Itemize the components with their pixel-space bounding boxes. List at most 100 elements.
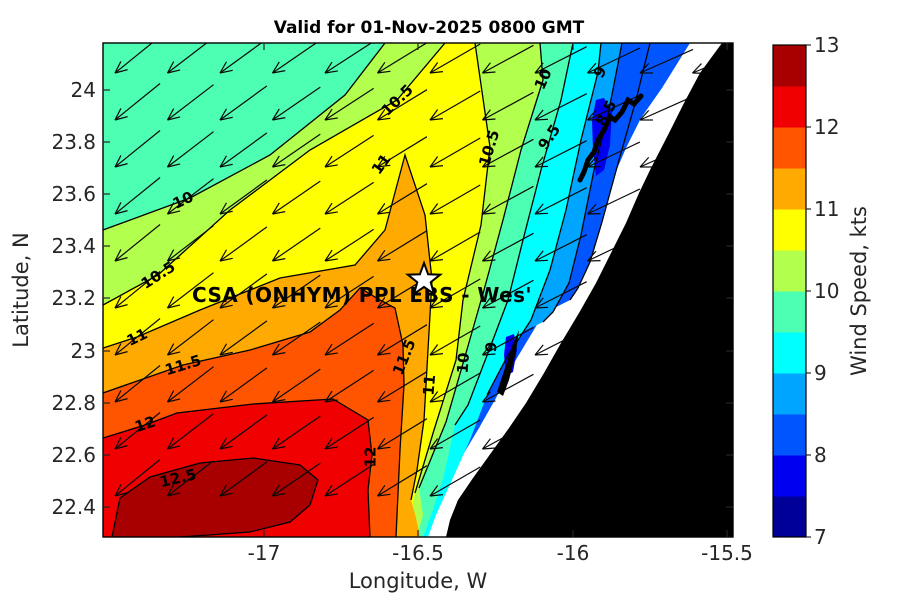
wind-arrow [429, 231, 481, 262]
colorbar [773, 45, 806, 538]
wind-arrow [377, 183, 428, 215]
colorbar-cell [773, 168, 806, 210]
colorbar-cell [773, 127, 806, 169]
wind-arrow [271, 133, 321, 168]
wind-arrow [534, 140, 587, 168]
y-tick-label: 23.4 [51, 234, 96, 258]
wind-arrow [166, 178, 214, 215]
wind-arrow [219, 226, 268, 262]
wind-arrow [219, 461, 268, 497]
wind-arrow [482, 373, 534, 403]
wind-arrow [166, 460, 214, 497]
wind-arrow [324, 181, 374, 215]
contour-label: 11 [419, 374, 439, 396]
axis-ticks [103, 43, 733, 537]
colorbar-cell [773, 455, 806, 497]
wind-arrow [587, 141, 641, 168]
wind-arrow [482, 138, 534, 168]
wind-arrow [271, 43, 318, 74]
colorbar-cell [773, 373, 806, 415]
wind-arrow [114, 224, 161, 262]
wind-arrow [271, 180, 321, 215]
wind-arrow [482, 91, 534, 121]
plot-title: Valid for 01-Nov-2025 0800 GMT [274, 18, 585, 38]
wind-arrow [377, 465, 428, 497]
wind-arrow [482, 44, 534, 74]
wind-arrow [271, 415, 321, 450]
wind-arrow [377, 43, 428, 74]
wind-arrow [534, 187, 587, 215]
colorbar-cell [773, 250, 806, 292]
wind-arrow [166, 131, 214, 168]
wind-arrow [639, 95, 694, 121]
wind-arrow [166, 225, 214, 262]
wind-arrow [271, 86, 321, 121]
x-tick-label: -17 [248, 541, 281, 565]
wind-arrow [219, 85, 268, 121]
wind-arrow [429, 419, 481, 450]
wind-arrow [219, 179, 268, 215]
wind-arrow [114, 83, 161, 121]
colorbar-cell [773, 45, 806, 87]
wind-arrow [587, 47, 641, 74]
wind-arrow [114, 271, 161, 309]
wind-arrow [166, 413, 214, 450]
y-tick-label: 22.4 [51, 495, 96, 519]
contour-label: 9 [482, 341, 501, 353]
wind-arrow [482, 326, 534, 356]
colorbar-cell [773, 291, 806, 333]
contour-band-10-10p5-left [103, 43, 445, 305]
wind-arrow [219, 414, 268, 450]
colorbar-cell [773, 209, 806, 251]
wind-arrow [482, 279, 534, 309]
wind-arrow [324, 228, 374, 262]
wind-arrow [429, 90, 481, 121]
wind-arrow [534, 234, 587, 262]
colorbar-cell [773, 414, 806, 456]
x-tick-label: -16 [557, 541, 590, 565]
wind-arrow [324, 322, 374, 356]
colorbar-tick-label: 7 [814, 525, 827, 549]
colorbar-tick-label: 10 [814, 279, 839, 303]
colorbar-label: Wind Speed, kts [847, 206, 871, 376]
y-tick-label: 24 [71, 78, 96, 102]
peninsula-spit [497, 330, 519, 396]
wind-arrow [219, 273, 268, 309]
contour-label: 10 [454, 352, 473, 374]
wind-arrow [166, 84, 214, 121]
colorbar-tick-label: 9 [814, 361, 827, 385]
x-tick-label: -16.5 [392, 541, 444, 565]
contour-label: 12 [361, 447, 379, 468]
colorbar-tick-labels: 13 12 11 10 9 8 7 [806, 33, 839, 549]
wind-arrow [534, 46, 587, 74]
wind-arrow [114, 177, 161, 215]
wind-arrow [587, 188, 641, 215]
colorbar-tick-label: 8 [814, 443, 827, 467]
colorbar-cell [773, 86, 806, 128]
wind-arrow [219, 320, 268, 356]
x-tick-label: -15.5 [701, 541, 753, 565]
wind-arrow [324, 43, 373, 74]
y-axis-label: Latitude, N [9, 232, 33, 348]
colorbar-cell [773, 332, 806, 374]
x-tick-labels: -17 -16.5 -16 -15.5 [248, 541, 753, 565]
land-mass [446, 43, 733, 537]
wind-arrow [534, 281, 587, 309]
wind-arrow [114, 43, 154, 74]
y-tick-label: 22.8 [51, 391, 96, 415]
colorbar-tick-label: 11 [814, 197, 839, 221]
wind-arrow [482, 185, 534, 215]
wind-arrow [377, 324, 428, 356]
lagoon-outline [577, 93, 644, 183]
wind-arrow [271, 462, 321, 497]
wind-arrow [219, 43, 263, 74]
wind-arrow [377, 371, 428, 403]
wind-arrow [429, 137, 481, 168]
wind-arrow [324, 463, 374, 497]
wind-arrow [114, 130, 161, 168]
wind-arrow [324, 275, 374, 309]
y-tick-label: 23 [71, 339, 96, 363]
wind-arrow [324, 369, 374, 403]
